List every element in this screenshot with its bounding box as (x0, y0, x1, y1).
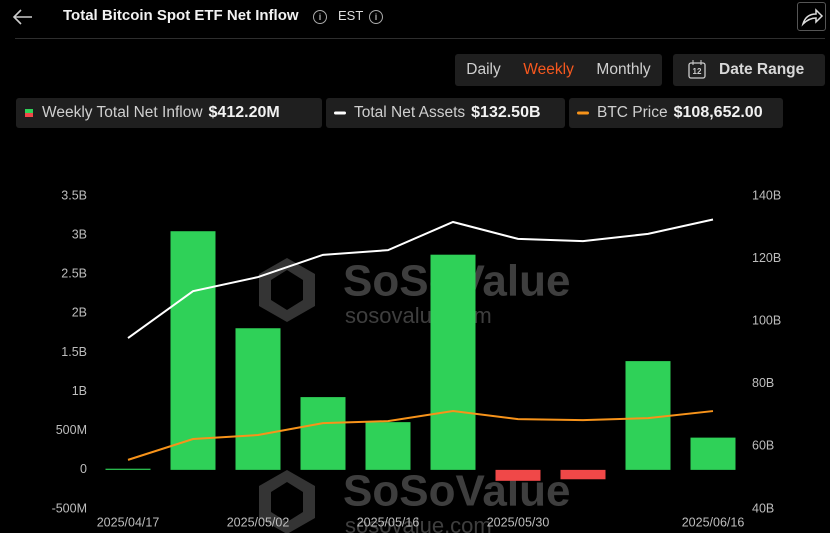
bar (690, 437, 736, 470)
y-tick-label: 3.5B (61, 188, 87, 202)
share-button[interactable] (797, 2, 826, 31)
x-tick-label: 2025/05/16 (357, 515, 420, 529)
legend-name: BTC Price (597, 104, 668, 121)
bar (495, 469, 541, 481)
date-range-label: Date Range (719, 61, 805, 78)
watermark-url: sosovalue.com (345, 513, 492, 533)
legend-name: Weekly Total Net Inflow (42, 104, 203, 121)
y2-tick-label: 80B (752, 376, 774, 390)
y2-tick-label: 140B (752, 188, 781, 202)
calendar-icon: 12 (688, 60, 706, 79)
y2-tick-label: 100B (752, 313, 781, 327)
bar (300, 397, 346, 470)
bar (235, 328, 281, 470)
y-tick-label: -500M (52, 501, 87, 515)
info-icon[interactable]: i (313, 10, 327, 24)
y-tick-label: 3B (72, 227, 87, 241)
bar (365, 422, 411, 470)
legend-item[interactable]: Weekly Total Net Inflow $412.20M (16, 98, 322, 128)
legend-swatch (334, 111, 346, 115)
interval-option[interactable]: Monthly (596, 61, 651, 78)
line (127, 218, 714, 339)
y2-tick-label: 120B (752, 251, 781, 265)
timezone[interactable]: EST (338, 8, 364, 23)
legend-swatch (577, 111, 589, 115)
bar (105, 468, 151, 470)
date-range-button[interactable]: 12 Date Range (673, 54, 825, 86)
y2-tick-label: 60B (752, 439, 774, 453)
watermark: SoSoValue sosovalue.com SoSoValue sosova… (259, 257, 570, 533)
bar (170, 231, 216, 470)
back-arrow[interactable] (12, 8, 34, 26)
legend-value: $132.50B (471, 104, 541, 121)
line (127, 410, 714, 461)
x-tick-label: 2025/05/02 (227, 515, 290, 529)
legend-item[interactable]: Total Net Assets $132.50B (326, 98, 565, 128)
interval-option[interactable]: Daily (466, 61, 501, 78)
interval-toggle: Daily Weekly Monthly (455, 54, 662, 86)
y-tick-label: 1B (72, 384, 87, 398)
x-tick-label: 2025/06/16 (682, 515, 745, 529)
bar (430, 254, 476, 470)
legend-value: $108,652.00 (673, 104, 763, 121)
x-tick-label: 2025/04/17 (97, 515, 160, 529)
y-tick-label: 2.5B (61, 267, 87, 281)
legend-swatch (25, 109, 33, 117)
title: Total Bitcoin Spot ETF Net Inflow (63, 7, 299, 24)
legend-value: $412.20M (208, 104, 280, 121)
svg-text:12: 12 (693, 67, 702, 76)
y-tick-label: 2B (72, 306, 87, 320)
x-tick-label: 2025/05/30 (487, 515, 550, 529)
interval-option[interactable]: Weekly (523, 61, 574, 78)
info-icon[interactable]: i (369, 10, 383, 24)
legend-item[interactable]: BTC Price $108,652.00 (569, 98, 783, 128)
y2-tick-label: 40B (752, 501, 774, 515)
y-tick-label: 0 (80, 462, 87, 476)
bar (560, 469, 606, 480)
legend-name: Total Net Assets (354, 104, 466, 121)
y-tick-label: 1.5B (61, 345, 87, 359)
divider (15, 38, 825, 39)
y-tick-label: 500M (56, 423, 87, 437)
